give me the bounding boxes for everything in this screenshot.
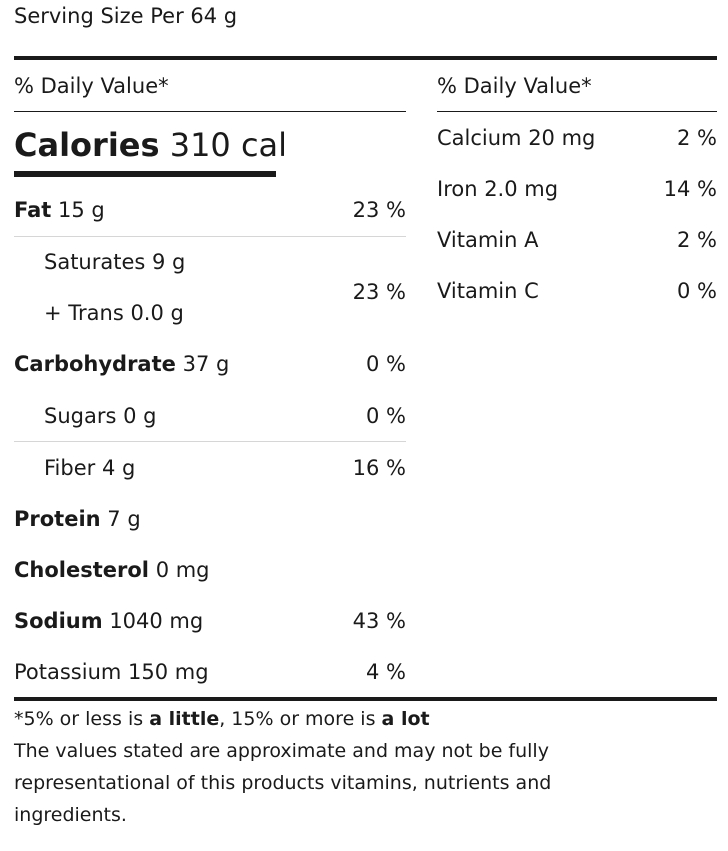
footnote-little: a little [149,708,220,730]
sodium-row: Sodium 1040 mg [14,608,203,634]
fiber-label: Fiber 4 g [44,456,136,480]
vitamin-label: Vitamin C [437,279,539,303]
potassium-dv: 4 % [366,660,406,684]
serving-size: Serving Size Per 64 g [14,4,238,28]
sodium-dv: 43 % [352,609,406,633]
footnote-middle: , 15% or more is [219,708,382,730]
potassium-label: Potassium 150 mg [14,660,209,684]
saturates-trans-dv: 23 % [352,280,406,304]
carbohydrate-dv: 0 % [366,352,406,376]
footnote-lot: a lot [381,708,430,730]
disclaimer-line: The values stated are approximate and ma… [14,740,549,762]
fat-dv: 23 % [352,198,406,222]
cholesterol-label: Cholesterol [14,558,149,582]
carbohydrate-row: Carbohydrate 37 g [14,351,229,377]
vitamin-dv: 2 % [677,228,717,252]
vitamin-label: Iron 2.0 mg [437,177,559,201]
fat-amount: 15 g [58,198,105,222]
vitamin-label: Calcium 20 mg [437,126,596,150]
vitamin-dv: 0 % [677,279,717,303]
footnote-legend: *5% or less is a little, 15% or more is … [14,703,430,735]
protein-amount: 7 g [107,507,141,531]
carbohydrate-label: Carbohydrate [14,352,176,376]
sugars-dv: 0 % [366,404,406,428]
trans-label: + Trans 0.0 g [44,301,184,325]
top-divider [14,56,717,60]
fat-label: Fat [14,198,52,222]
sugars-label: Sugars 0 g [44,404,157,428]
saturates-label: Saturates 9 g [44,250,186,274]
right-header-divider [437,111,717,112]
sodium-label: Sodium [14,609,103,633]
fiber-dv: 16 % [352,456,406,480]
bottom-divider [14,697,717,701]
left-header-divider [14,111,406,112]
calories-value: 310 cal [169,126,288,164]
cholesterol-amount: 0 mg [155,558,210,582]
disclaimer-line: representational of this products vitami… [14,772,552,794]
vitamin-dv: 2 % [677,126,717,150]
calories-label: Calories [14,126,160,164]
calories-row: Calories 310 cal [14,123,287,167]
sugars-divider [14,441,406,442]
fat-divider [14,236,406,237]
protein-row: Protein 7 g [14,506,141,532]
carbohydrate-amount: 37 g [182,352,230,376]
fat-row: Fat 15 g [14,197,105,223]
sodium-amount: 1040 mg [109,609,204,633]
footnote-prefix: *5% or less is [14,708,150,730]
calories-bar [14,171,276,177]
vitamin-dv: 14 % [663,177,717,201]
protein-label: Protein [14,507,101,531]
right-daily-value-header: % Daily Value* [437,74,592,98]
disclaimer-line: ingredients. [14,804,127,826]
cholesterol-row: Cholesterol 0 mg [14,557,210,583]
left-daily-value-header: % Daily Value* [14,74,169,98]
vitamin-label: Vitamin A [437,228,539,252]
